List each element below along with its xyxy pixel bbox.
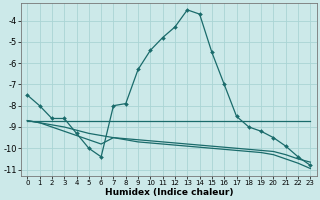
X-axis label: Humidex (Indice chaleur): Humidex (Indice chaleur) <box>105 188 233 197</box>
